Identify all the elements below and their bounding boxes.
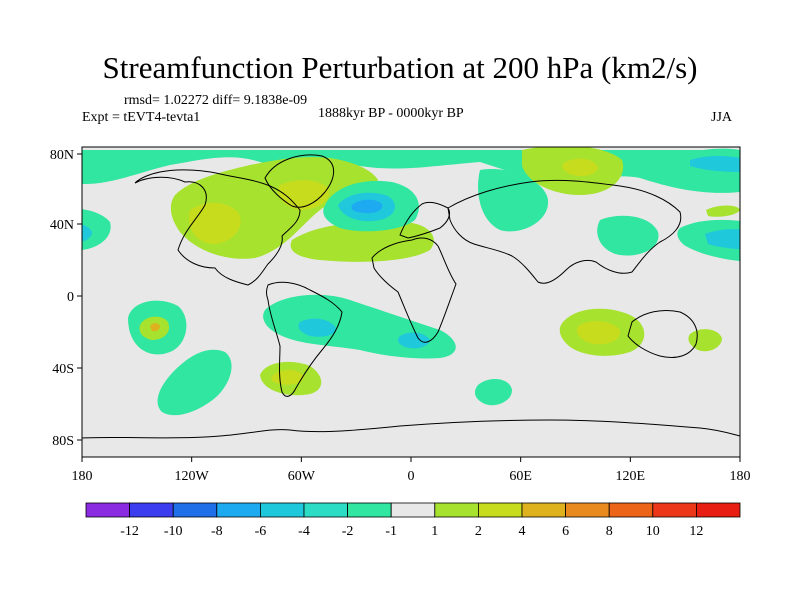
colorbar-label: 8 (606, 524, 613, 539)
colorbar-swatch (259, 502, 305, 518)
contour-namerica-positive-core (188, 202, 241, 244)
colorbar-swatch (129, 502, 174, 518)
lon-label: 180 (72, 469, 93, 484)
colorbar-label: 10 (646, 524, 660, 539)
colorbar-swatch (434, 502, 479, 518)
colorbar-label: 6 (562, 524, 569, 539)
colorbar-label: 2 (475, 524, 482, 539)
chart-title: Streamfunction Perturbation at 200 hPa (… (102, 50, 698, 85)
africa-coast (371, 237, 457, 343)
contour-southern-tongue (157, 349, 232, 416)
colorbar-swatch (652, 502, 697, 518)
lon-label: 60W (288, 469, 316, 484)
north-america-coast (134, 169, 301, 286)
colorbar-swatch (390, 502, 436, 518)
colorbar: -12 -10 -8 -6 -4 -2 -1 1 2 4 6 8 10 12 (85, 502, 741, 539)
longitude-axis: 180 120W 60W 0 60E 120E 180 (72, 457, 751, 484)
colorbar-swatch (477, 502, 523, 518)
contour-npacific-west-core (82, 224, 92, 242)
south-america-coast (266, 281, 343, 397)
contour-europe-green (478, 169, 549, 232)
contour-field (82, 147, 740, 457)
lat-label: 80N (50, 148, 74, 163)
contour-natlantic-negative-core (351, 199, 383, 214)
lat-label: 80S (52, 434, 74, 449)
season-label: JJA (711, 110, 733, 125)
stats-label: rmsd= 1.02272 diff= 9.1838e-09 (124, 93, 308, 108)
greenland-coast (264, 154, 335, 208)
latitude-axis: 80N 40N 0 40S 80S (50, 148, 82, 449)
contour-arctic-east-core (690, 155, 740, 172)
lon-label: 0 (408, 469, 415, 484)
contour-siberia-positive-core (562, 158, 598, 176)
colorbar-label: 1 (431, 524, 438, 539)
australia-coast (627, 309, 698, 358)
contour-spacific-orange (150, 323, 160, 332)
colorbar-label: 4 (519, 524, 526, 539)
colorbar-label: -10 (164, 524, 183, 539)
contour-npacific-west (82, 209, 111, 250)
lat-label: 40S (52, 362, 74, 377)
contour-npacific-east-core (705, 229, 740, 250)
colorbar-label: -8 (211, 524, 223, 539)
contour-southern-ocean-green (474, 378, 512, 406)
colorbar-label: -2 (342, 524, 354, 539)
contour-eastasia-positive (706, 205, 740, 217)
colorbar-label: -1 (385, 524, 397, 539)
colorbar-swatch (172, 502, 218, 518)
colorbar-swatch (85, 502, 130, 518)
lon-label: 120E (616, 469, 646, 484)
lat-label: 40N (50, 218, 74, 233)
contour-indian-positive-core (576, 321, 621, 345)
colorbar-label: 12 (689, 524, 703, 539)
experiment-label: Expt = tEVT4-tevta1 (82, 110, 201, 125)
lon-label: 180 (730, 469, 751, 484)
colorbar-swatch (303, 502, 348, 518)
colorbar-swatch (521, 502, 566, 518)
asia-coast (447, 179, 682, 284)
lon-label: 60E (509, 469, 532, 484)
lat-label: 0 (67, 290, 74, 305)
colorbar-swatch (347, 502, 392, 518)
colorbar-label: -12 (120, 524, 139, 539)
contour-samerica-core (298, 318, 336, 337)
colorbar-swatch (216, 502, 261, 518)
colorbar-label: -4 (298, 524, 310, 539)
contour-atlantic-positive (290, 221, 434, 262)
colorbar-swatch (696, 502, 741, 518)
contour-greenland-positive-core (278, 180, 329, 210)
coastlines (82, 154, 740, 439)
antarctica-coast (82, 419, 740, 439)
colorbar-swatch (565, 502, 610, 518)
contour-asia-green (597, 215, 659, 256)
colorbar-label: -6 (255, 524, 267, 539)
colorbar-swatch (608, 502, 654, 518)
lon-label: 120W (175, 469, 210, 484)
contour-satlantic-core (397, 332, 430, 349)
period-label: 1888kyr BP - 0000kyr BP (318, 106, 464, 121)
